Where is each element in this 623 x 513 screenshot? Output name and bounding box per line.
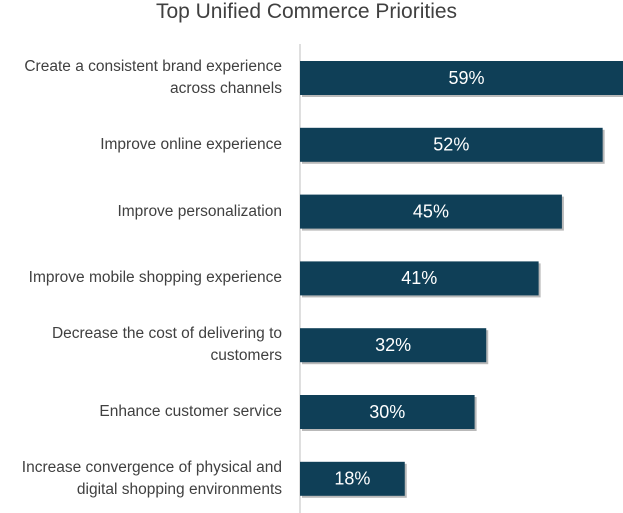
bar bbox=[300, 194, 562, 229]
value-label: 52% bbox=[433, 135, 469, 155]
category-label: Improve online experience bbox=[100, 135, 282, 153]
category-label: Decrease the cost of delivering to custo… bbox=[51, 325, 282, 365]
value-label: 41% bbox=[401, 268, 437, 288]
bar bbox=[300, 61, 623, 95]
bar bbox=[300, 127, 603, 162]
bar bbox=[300, 461, 405, 496]
value-label: 45% bbox=[413, 201, 449, 221]
value-label: 18% bbox=[334, 469, 370, 489]
bar bbox=[300, 395, 475, 429]
category-label: Improve personalization bbox=[117, 202, 282, 220]
category-label: Create a consistent brand experience acr… bbox=[24, 58, 282, 97]
value-label: 32% bbox=[375, 335, 411, 355]
value-label: 59% bbox=[448, 68, 484, 88]
bar bbox=[300, 261, 539, 296]
bar bbox=[300, 328, 487, 363]
category-label: Enhance customer service bbox=[99, 403, 282, 420]
category-label: Increase convergence of physical and dig… bbox=[21, 458, 282, 498]
chart-title: Top Unified Commerce Priorities bbox=[155, 0, 458, 23]
category-label: Improve mobile shopping experience bbox=[28, 269, 282, 287]
value-label: 30% bbox=[369, 402, 405, 422]
